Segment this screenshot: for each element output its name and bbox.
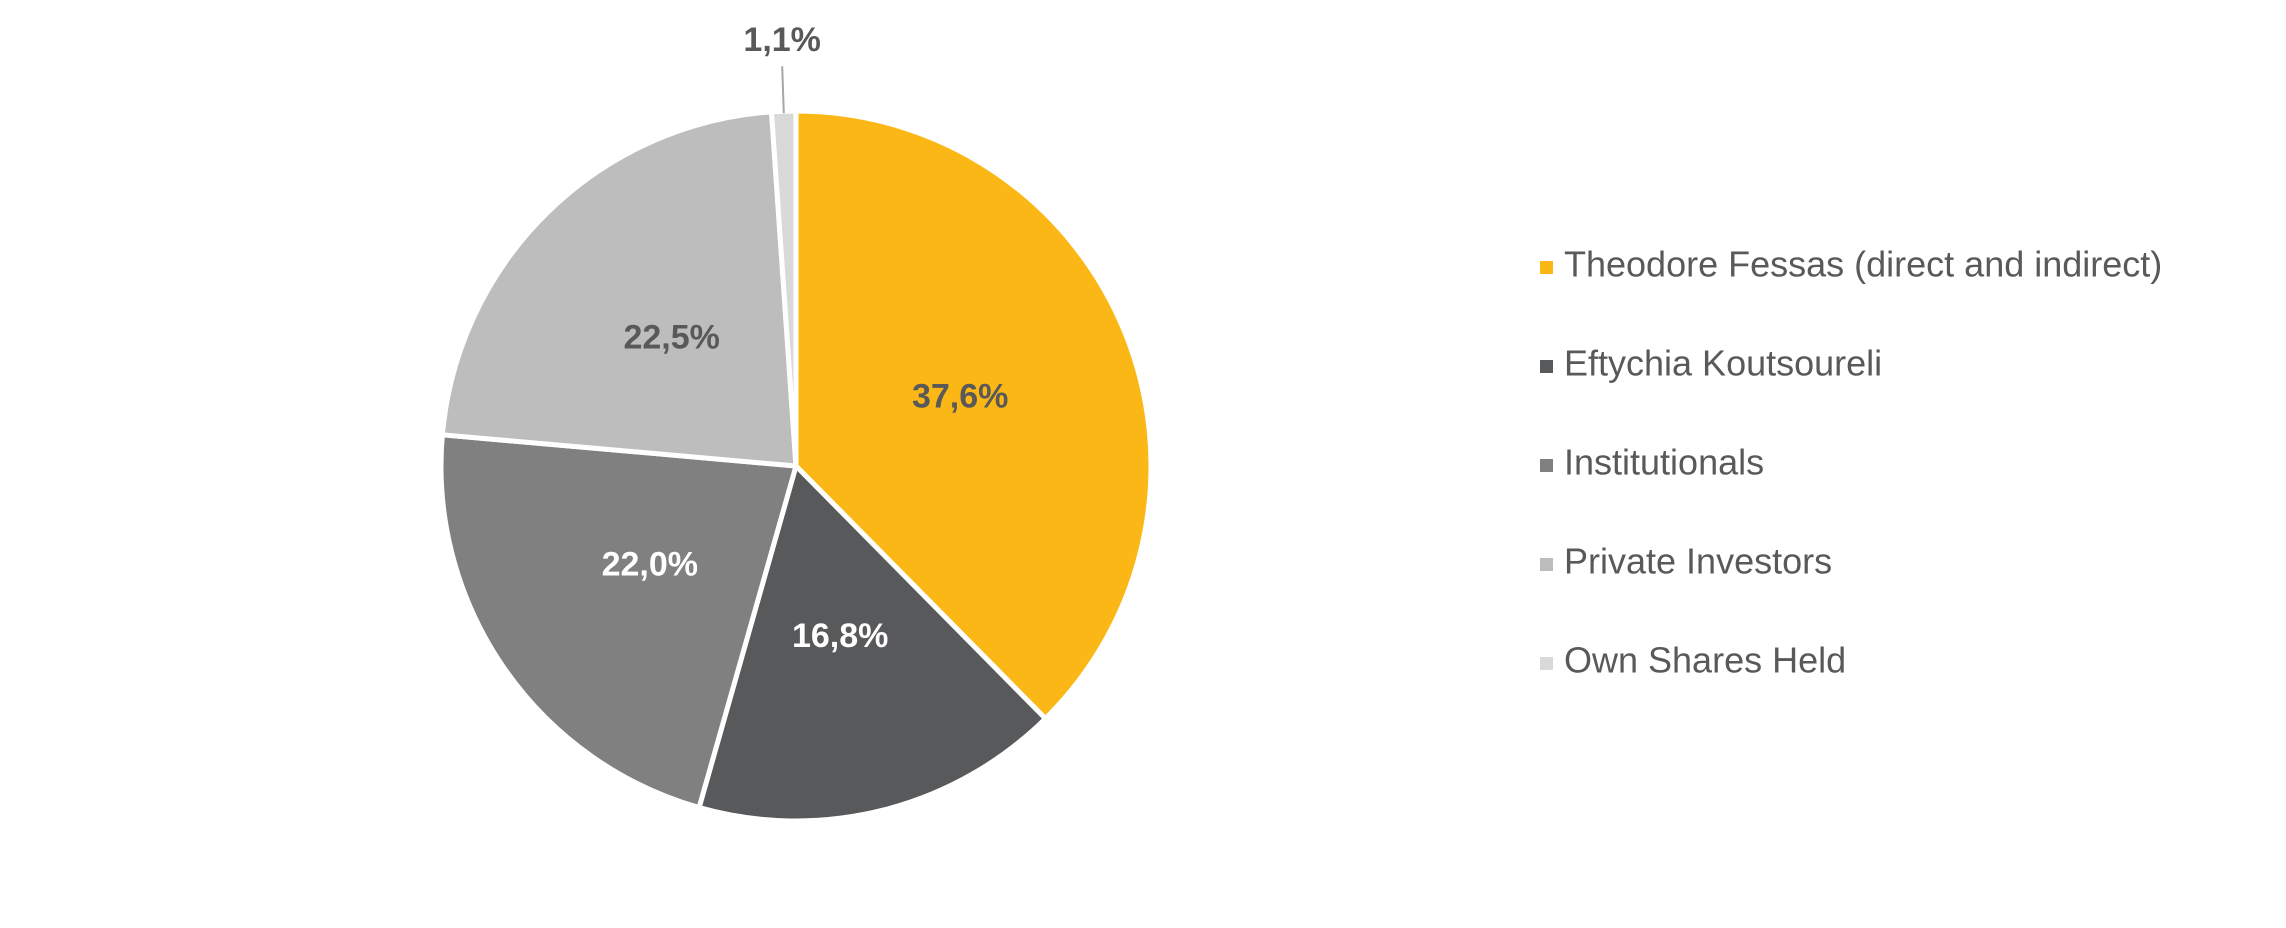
legend-label: Eftychia Koutsoureli [1564,343,1882,384]
pie-slice [439,109,799,469]
legend-marker [1540,558,1553,571]
legend-label: Own Shares Held [1564,640,1846,681]
pie-slice [438,432,799,811]
legend-marker [1540,459,1553,472]
value-label: 37,6% [912,378,1008,416]
legend-label: Private Investors [1564,541,1832,582]
legend-label: Institutionals [1564,442,1764,483]
leader-line [781,66,785,114]
legend-marker [1540,657,1553,670]
value-label: 16,8% [792,617,888,655]
legend-marker [1540,360,1553,373]
value-label: 1,1% [743,21,821,59]
value-label: 22,5% [623,318,719,356]
pie-slice [793,108,1154,722]
legend-marker [1540,261,1553,274]
legend-label: Theodore Fessas (direct and indirect) [1564,244,2162,285]
pie-slice [696,463,1048,824]
value-label: 22,0% [602,546,698,584]
